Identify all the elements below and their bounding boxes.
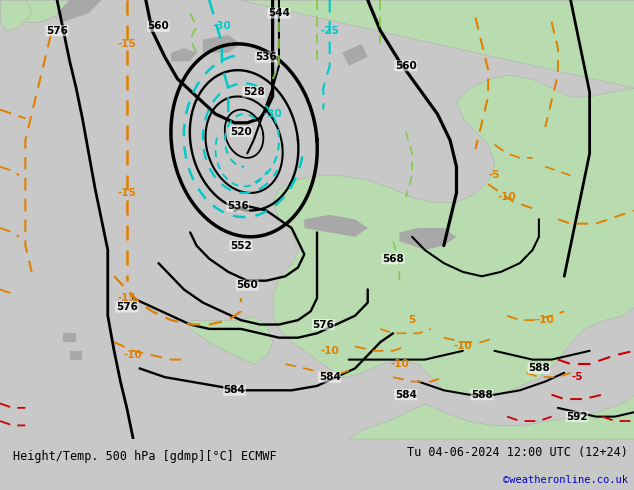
Text: 576: 576 [46, 25, 68, 36]
Text: 536: 536 [227, 201, 249, 211]
Text: 576: 576 [116, 302, 138, 312]
Text: 560: 560 [236, 280, 258, 290]
Text: -10: -10 [498, 193, 517, 202]
Text: -15: -15 [117, 39, 136, 49]
Text: Height/Temp. 500 hPa [gdmp][°C] ECMWF: Height/Temp. 500 hPa [gdmp][°C] ECMWF [13, 450, 276, 463]
Text: 588: 588 [528, 364, 550, 373]
Text: 568: 568 [382, 254, 404, 264]
Text: Tu 04-06-2024 12:00 UTC (12+24): Tu 04-06-2024 12:00 UTC (12+24) [407, 446, 628, 460]
Text: -10: -10 [320, 346, 339, 356]
Text: 584: 584 [224, 385, 245, 395]
Text: -30: -30 [263, 109, 282, 119]
Text: 560: 560 [148, 21, 169, 31]
Text: 528: 528 [243, 87, 264, 97]
Text: 584: 584 [395, 390, 417, 400]
Text: -5: -5 [571, 372, 583, 382]
Text: 536: 536 [256, 52, 277, 62]
Text: ©weatheronline.co.uk: ©weatheronline.co.uk [503, 475, 628, 485]
Text: -15: -15 [117, 293, 136, 303]
Text: -10: -10 [390, 359, 409, 369]
Text: 588: 588 [471, 390, 493, 400]
Text: 584: 584 [319, 372, 340, 382]
Text: 5: 5 [408, 315, 416, 325]
Text: -15: -15 [117, 188, 136, 198]
Text: -30: -30 [212, 21, 231, 31]
Text: -10: -10 [536, 315, 555, 325]
Text: 576: 576 [313, 319, 334, 330]
Text: 544: 544 [268, 8, 290, 18]
Text: 592: 592 [566, 412, 588, 421]
Text: 520: 520 [230, 126, 252, 137]
Text: -10: -10 [124, 350, 143, 360]
Text: 560: 560 [395, 61, 417, 71]
Text: -5: -5 [489, 171, 500, 180]
Text: -25: -25 [320, 25, 339, 36]
Text: 552: 552 [230, 241, 252, 250]
Text: -10: -10 [453, 342, 472, 351]
